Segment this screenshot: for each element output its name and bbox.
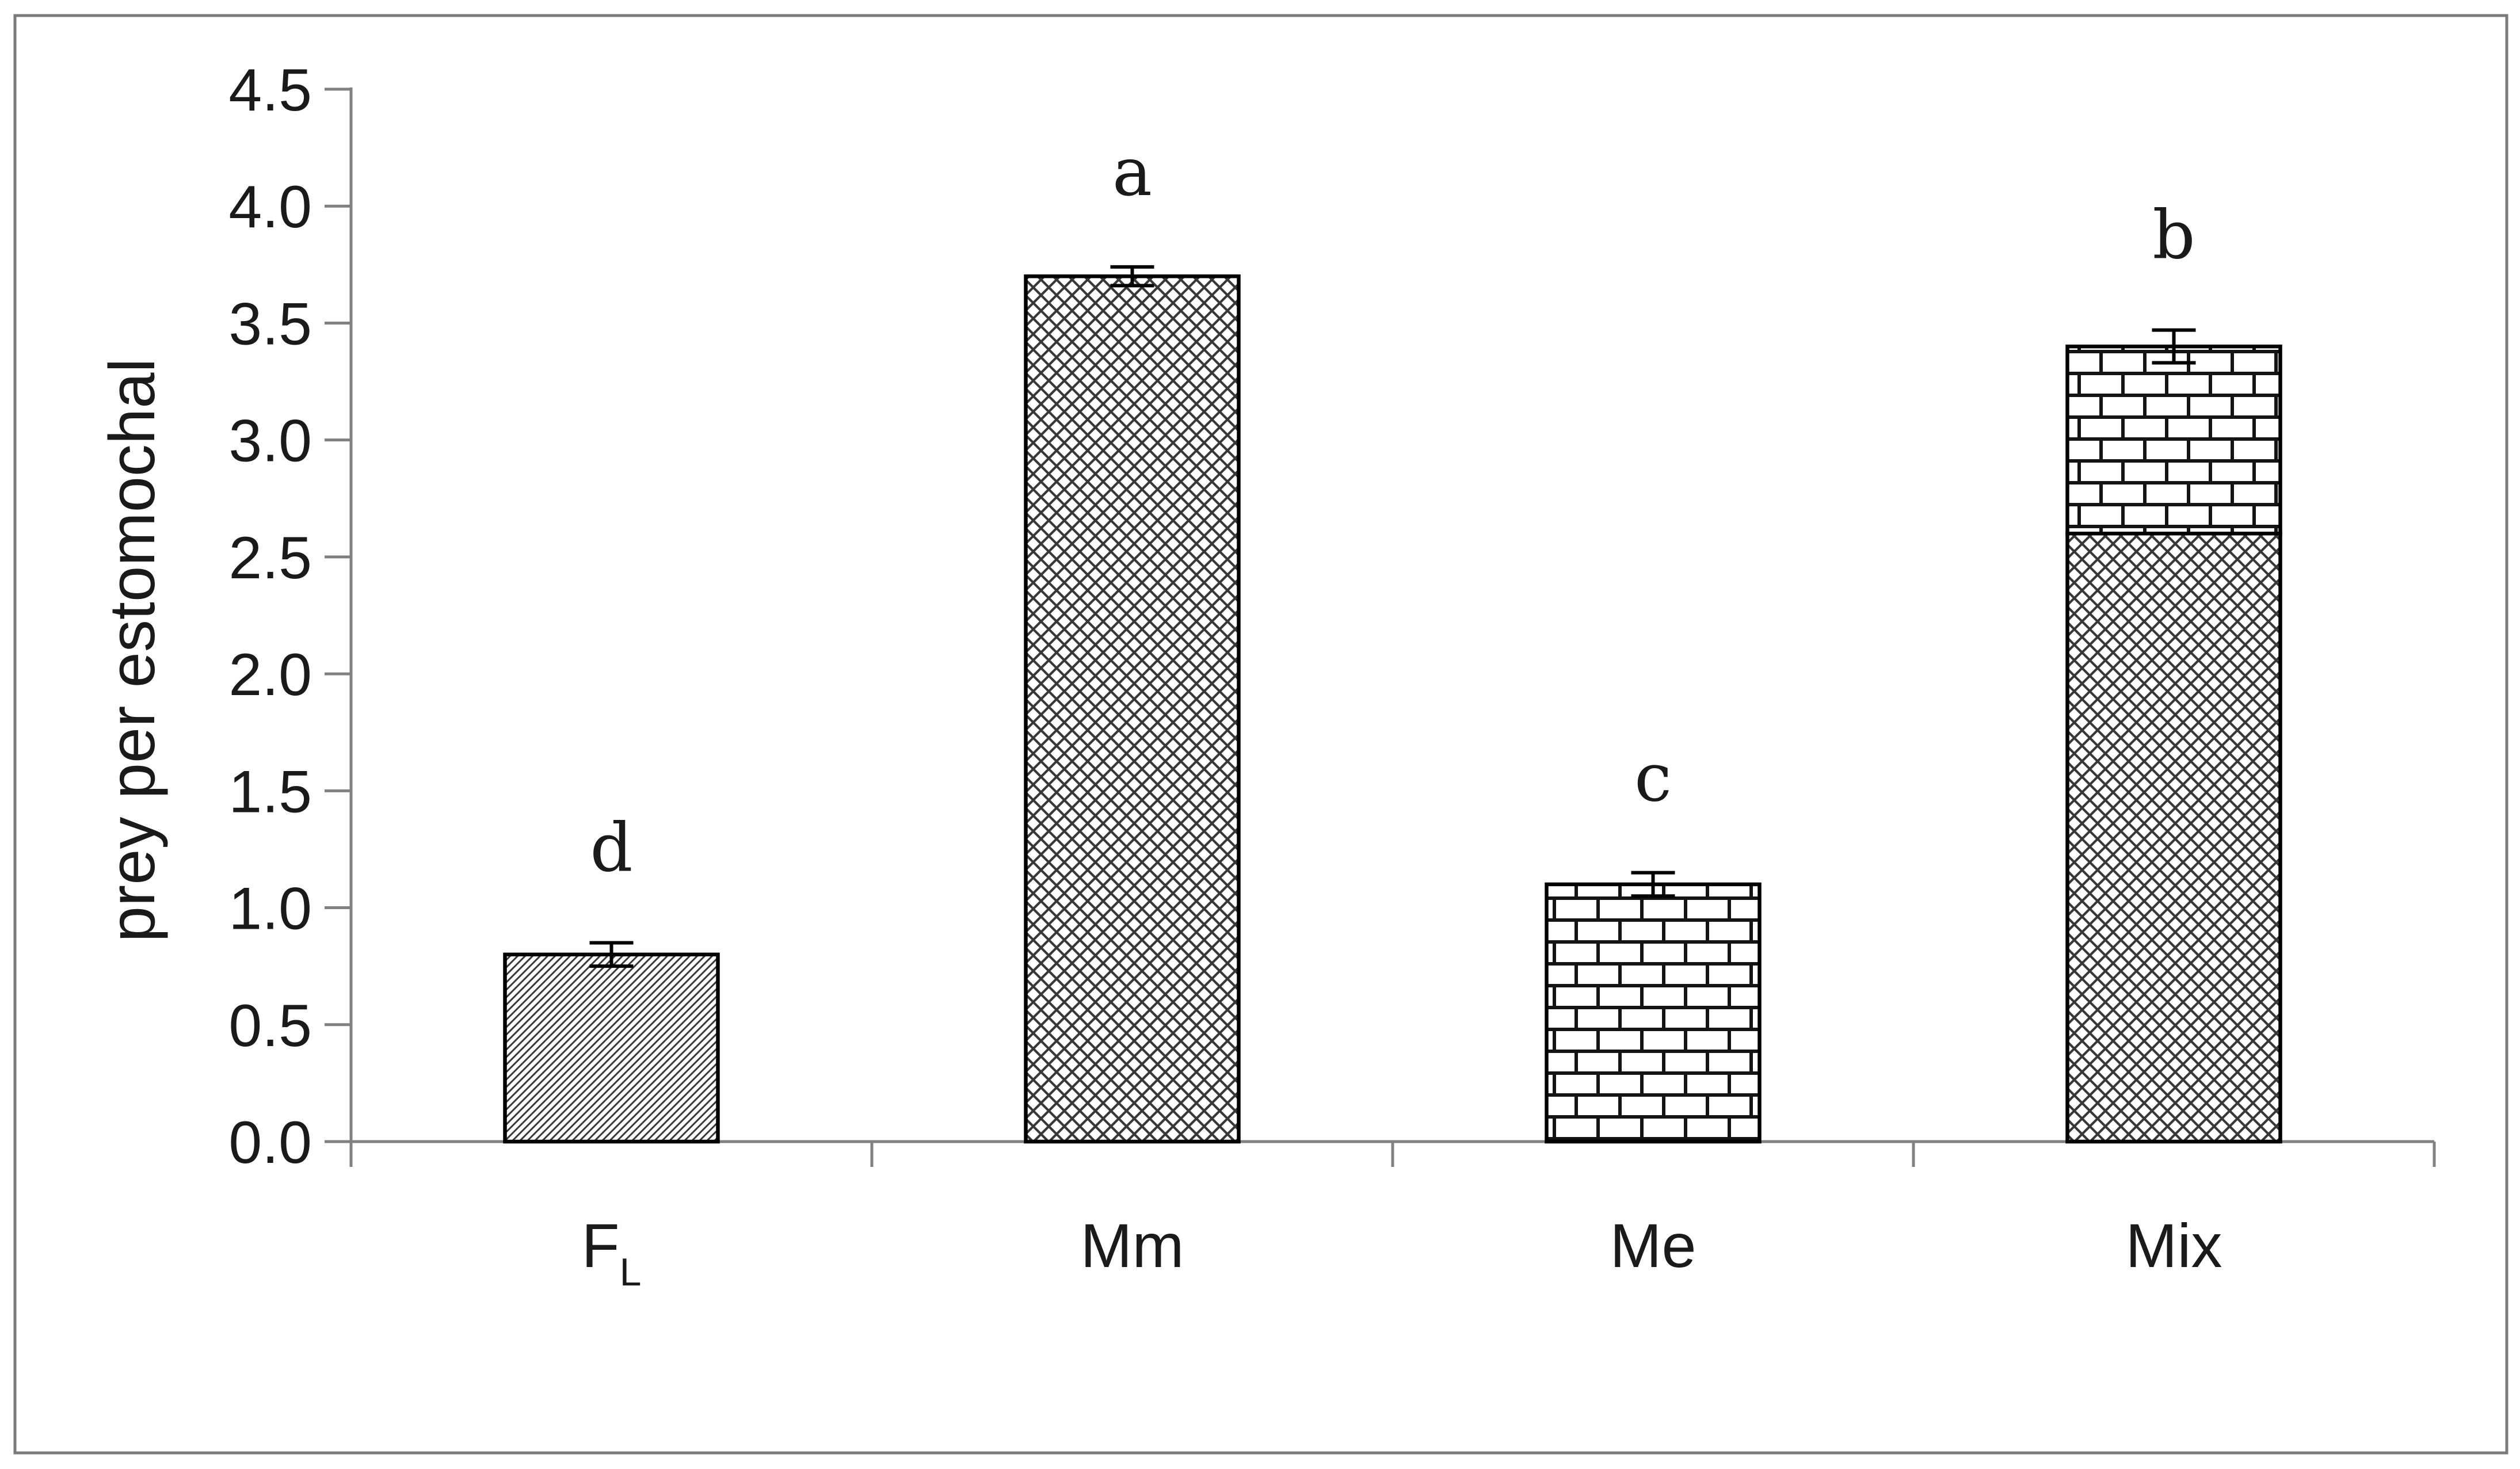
y-axis-title: prey per estomochal (96, 358, 168, 943)
y-tick-label: 1.0 (228, 876, 312, 943)
y-tick-label: 2.0 (228, 642, 312, 708)
significance-letter: d (590, 810, 632, 887)
category-label: FL (582, 1211, 642, 1294)
significance-letter: c (1634, 739, 1672, 817)
category-label: Me (1610, 1211, 1696, 1280)
y-tick-label: 0.0 (228, 1109, 312, 1176)
bar-segment-Mix (2065, 531, 2282, 1144)
significance-letter: a (1112, 133, 1152, 211)
y-tick-label: 2.5 (228, 525, 312, 592)
category-label: Mm (1081, 1211, 1184, 1280)
y-tick-label: 3.0 (228, 408, 312, 475)
bar-segment-Me (1545, 882, 1762, 1144)
bar-segment-FL (503, 952, 720, 1144)
y-tick-label: 0.5 (228, 993, 312, 1059)
y-tick-label: 3.5 (228, 291, 312, 357)
bar-segment-Mm (1024, 274, 1241, 1144)
y-tick-label: 4.0 (228, 174, 312, 241)
y-tick-label: 1.5 (228, 758, 312, 825)
bar-segment-Mix (2065, 344, 2282, 536)
figure-border (13, 14, 2508, 1455)
y-tick-label: 4.5 (228, 57, 312, 124)
category-label: Mix (2126, 1211, 2222, 1280)
significance-letter: b (2152, 197, 2195, 274)
